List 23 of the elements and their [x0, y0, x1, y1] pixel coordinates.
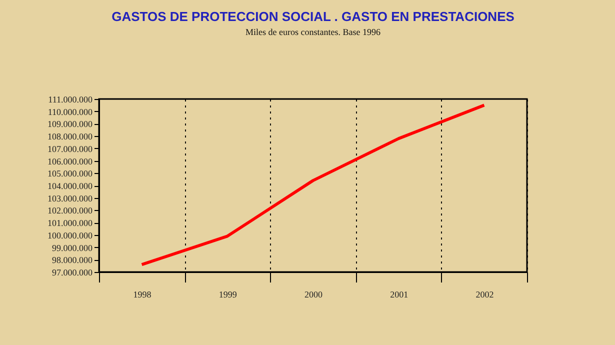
x-tick-label: 2000 — [304, 290, 323, 300]
y-tick-label: 107.000.000 — [48, 144, 93, 154]
y-tick-label: 109.000.000 — [48, 119, 93, 130]
x-tick-label: 2001 — [390, 290, 408, 300]
y-tick-label: 106.000.000 — [48, 156, 93, 166]
x-tick-label: 2002 — [476, 290, 494, 300]
y-tick-label: 104.000.000 — [48, 181, 93, 191]
y-tick-label: 108.000.000 — [48, 132, 93, 142]
chart-title: GASTOS DE PROTECCION SOCIAL . GASTO EN PRESTACIONES — [112, 9, 515, 24]
x-tick-label: 1998 — [133, 290, 152, 300]
y-tick-label: 98.000.000 — [52, 255, 93, 266]
line-series — [140, 104, 486, 266]
y-tick-label: 99.000.000 — [52, 242, 93, 253]
x-tick-label: 1999 — [218, 290, 238, 300]
y-tick-label: 101.000.000 — [48, 218, 93, 228]
y-tick-label: 97.000.000 — [52, 268, 93, 278]
y-tick-label: 110.000.000 — [48, 106, 93, 117]
y-tick-label: 100.000.000 — [48, 230, 93, 240]
y-tick-label: 111.000.000 — [48, 94, 93, 104]
y-tick-label: 105.000.000 — [48, 168, 93, 179]
y-tick-label: 102.000.000 — [48, 206, 93, 216]
y-tick-label: 103.000.000 — [48, 193, 93, 204]
chart-subtitle: Miles de euros constantes. Base 1996 — [246, 27, 381, 37]
